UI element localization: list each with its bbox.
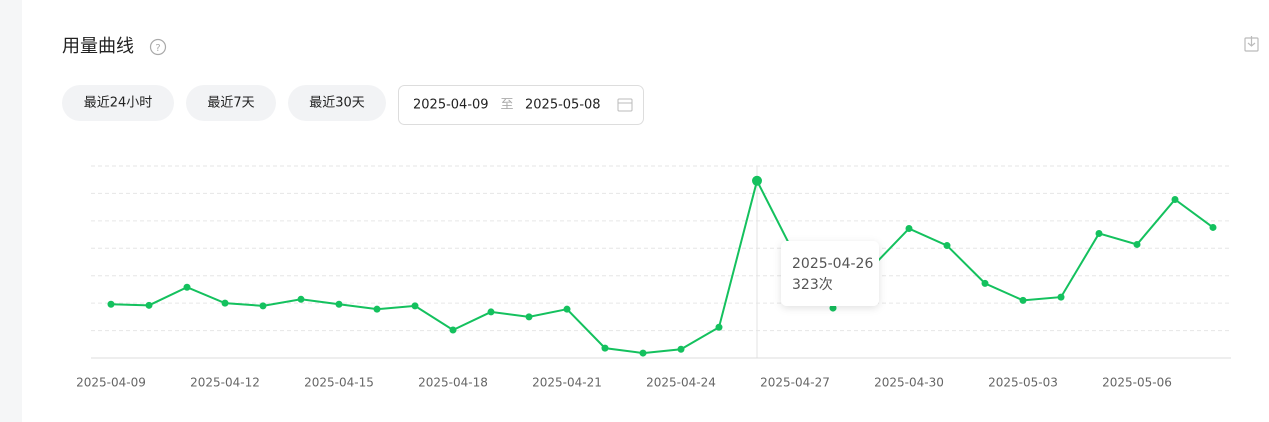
- x-tick-label: 2025-04-27: [760, 376, 830, 390]
- x-tick-label: 2025-04-15: [304, 376, 374, 390]
- panel-title: 用量曲线: [62, 36, 134, 57]
- filter-label: 最近7天: [207, 96, 254, 111]
- data-point: [1095, 229, 1103, 237]
- data-point: [677, 345, 685, 353]
- side-strip: [0, 0, 22, 422]
- data-point: [752, 175, 762, 186]
- filter-7d[interactable]: 最近7天: [186, 85, 276, 121]
- x-tick-label: 2025-05-06: [1102, 376, 1172, 390]
- tooltip-value: 323次: [792, 277, 833, 293]
- data-point: [107, 300, 115, 308]
- data-point: [981, 279, 989, 287]
- data-point: [145, 301, 153, 309]
- data-point: [1133, 240, 1141, 248]
- tooltip: 2025-04-26 323次: [781, 241, 879, 306]
- data-point: [411, 302, 419, 310]
- filter-label: 最近30天: [309, 96, 365, 111]
- data-point: [905, 225, 913, 233]
- data-point: [715, 323, 723, 331]
- filter-30d[interactable]: 最近30天: [288, 85, 386, 121]
- data-point: [335, 300, 343, 308]
- x-tick-label: 2025-04-18: [418, 376, 488, 390]
- x-tick-label: 2025-04-09: [76, 376, 146, 390]
- data-point: [1209, 223, 1217, 231]
- data-point: [1019, 296, 1027, 304]
- date-range-picker[interactable]: 2025-04-09 至 2025-05-08: [398, 85, 644, 125]
- data-point: [259, 302, 267, 310]
- x-tick-label: 2025-04-30: [874, 376, 944, 390]
- x-tick-label: 2025-04-24: [646, 376, 716, 390]
- data-point: [829, 304, 837, 312]
- data-point: [639, 349, 647, 357]
- x-tick-label: 2025-05-03: [988, 376, 1058, 390]
- download-icon[interactable]: [1244, 36, 1259, 52]
- filter-label: 最近24小时: [84, 96, 153, 111]
- range-separator: 至: [500, 98, 513, 113]
- data-point: [525, 313, 533, 321]
- filter-24h[interactable]: 最近24小时: [62, 85, 174, 121]
- data-point: [449, 326, 457, 334]
- tooltip-date: 2025-04-26: [792, 256, 873, 272]
- data-point: [373, 305, 381, 313]
- x-tick-label: 2025-04-21: [532, 376, 602, 390]
- data-point: [297, 295, 305, 303]
- help-icon[interactable]: ?: [149, 38, 167, 56]
- data-point: [183, 283, 191, 291]
- x-tick-label: 2025-04-12: [190, 376, 260, 390]
- data-point: [563, 305, 571, 313]
- usage-line: [110, 178, 1214, 355]
- data-point: [1057, 293, 1065, 301]
- data-point: [601, 344, 609, 352]
- data-point: [487, 308, 495, 316]
- data-point: [943, 242, 951, 250]
- end-date: 2025-05-08: [525, 98, 601, 113]
- data-point: [1171, 195, 1179, 203]
- start-date: 2025-04-09: [413, 98, 489, 113]
- data-point: [221, 299, 229, 307]
- svg-text:?: ?: [155, 43, 160, 54]
